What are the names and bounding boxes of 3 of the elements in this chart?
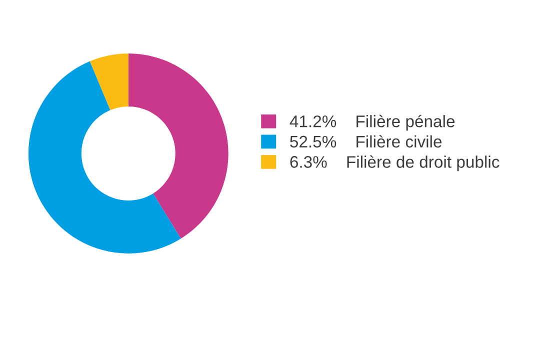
legend-label: 41.2% Filière pénale (290, 114, 455, 131)
legend-label: 6.3% Filière de droit public (290, 155, 500, 172)
legend-label: 52.5% Filière civile (290, 135, 442, 148)
